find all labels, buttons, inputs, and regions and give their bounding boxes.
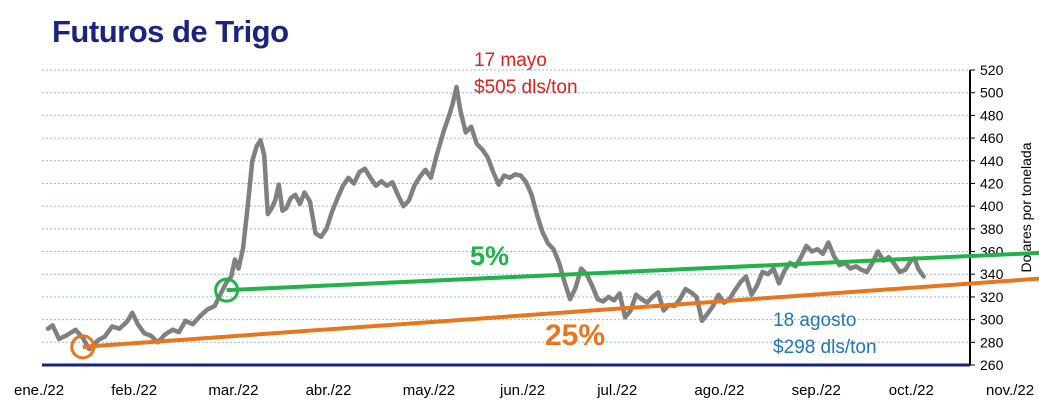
- y-tick-label: 440: [980, 153, 1004, 169]
- y-tick-label: 380: [980, 221, 1004, 237]
- grid-lines: [42, 69, 970, 343]
- annotation-text: 17 mayo: [474, 50, 547, 71]
- annotation-text: 18 agosto: [773, 310, 856, 331]
- y-tick-label: 320: [980, 289, 1004, 305]
- y-tick-label: 460: [980, 130, 1004, 146]
- annotation-text: $505 dls/ton: [474, 77, 578, 98]
- x-tick-label: mar./22: [208, 382, 258, 399]
- x-tick-label: ago./22: [694, 382, 744, 399]
- x-tick-label: jun./22: [499, 382, 545, 399]
- x-tick-label: abr./22: [306, 382, 352, 399]
- x-tick-label: oct./22: [889, 382, 934, 399]
- chart-title: Futuros de Trigo: [52, 14, 289, 49]
- y-tick-label: 300: [980, 312, 1004, 328]
- y-tick-label: 500: [980, 85, 1004, 101]
- x-tick-label: nov./22: [986, 382, 1034, 399]
- trend-label: 5%: [470, 241, 509, 271]
- y-tick-label: 480: [980, 107, 1004, 123]
- x-tick-label: ene./22: [14, 382, 64, 399]
- axes: 2602803003203403603804004204404604805005…: [14, 62, 1034, 399]
- x-tick-label: feb./22: [111, 382, 157, 399]
- x-tick-label: jul./22: [596, 382, 637, 399]
- highlight-circle: [70, 334, 96, 360]
- trend-line: [82, 276, 1039, 349]
- trend-label: 25%: [545, 319, 605, 352]
- y-axis-label: Dolares por tonelada: [1018, 142, 1034, 272]
- highlight-circle: [214, 277, 240, 303]
- y-tick-label: 400: [980, 198, 1004, 214]
- x-tick-label: sep./22: [792, 382, 841, 399]
- annotation-text: $298 dls/ton: [773, 337, 877, 358]
- y-tick-label: 340: [980, 266, 1004, 282]
- x-tick-label: may./22: [403, 382, 455, 399]
- y-tick-label: 260: [980, 357, 1004, 373]
- y-tick-label: 520: [980, 62, 1004, 78]
- trend-line: [226, 250, 1039, 293]
- y-tick-label: 280: [980, 334, 1004, 350]
- trend-lines: [70, 250, 1039, 360]
- y-tick-label: 420: [980, 175, 1004, 191]
- labels: 5% 25% 17 mayo $505 dls/ton 18 agosto $298 dl…: [470, 50, 877, 358]
